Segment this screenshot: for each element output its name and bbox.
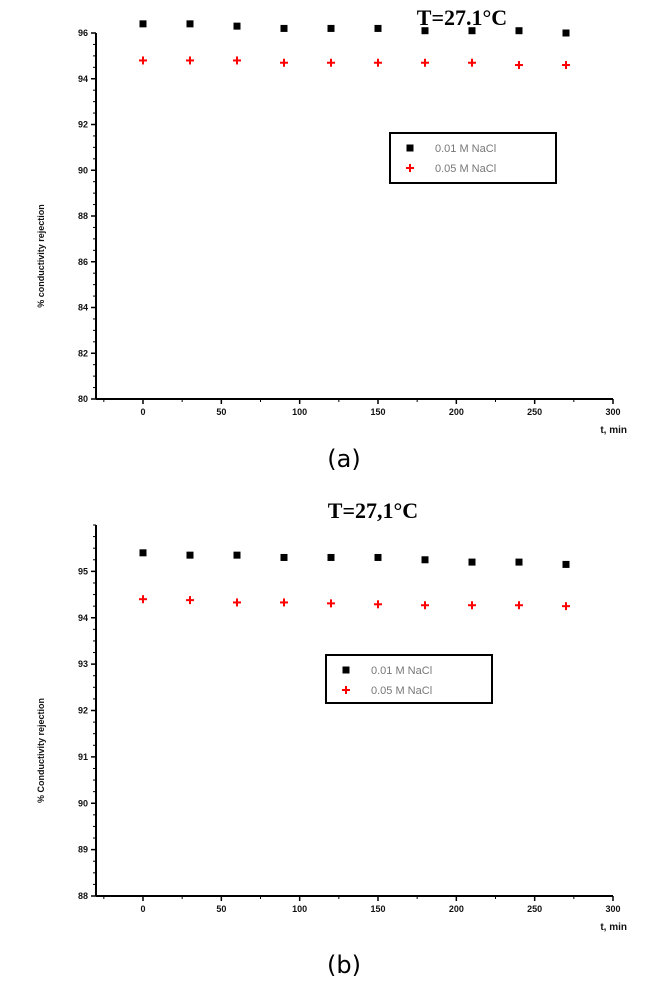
chart-a-caption: (a) [327, 445, 360, 473]
chart-a-y-tick-label: 92 [78, 120, 88, 130]
chart-b-point-series-1 [421, 556, 429, 564]
chart-a-point-series-1 [139, 20, 147, 28]
chart-b-legend-label-1: 0.01 M NaCl [371, 665, 432, 677]
chart-b-point-series-1 [233, 551, 241, 559]
chart-b-point-series-1 [186, 551, 194, 559]
chart-a-point-series-2 [515, 61, 523, 70]
chart-a-y-tick-label: 82 [78, 348, 88, 358]
chart-a-x-tick-label: 200 [449, 407, 464, 417]
chart-b-point-series-1 [327, 553, 335, 561]
chart-a-y-tick-label: 94 [78, 74, 88, 84]
chart-panel-a: T=27.1°C 80 82 84 86 88 90 92 94 96 0 50 100 150 200 25… [36, 5, 627, 473]
chart-b-y-tick-label: 94 [78, 613, 88, 623]
chart-b-point-series-1 [515, 558, 523, 566]
chart-a-point-series-1 [421, 27, 429, 35]
chart-b-point-series-1 [562, 560, 570, 568]
chart-b-x-tick-label: 50 [216, 904, 226, 914]
chart-a-x-tick-label: 100 [292, 407, 307, 417]
chart-panel-b: T=27,1°C 88 89 90 91 92 93 94 95 0 50 100 150 200 250 3… [36, 498, 627, 979]
chart-b-x-tick-label: 0 [140, 904, 145, 914]
chart-b-point-series-2 [468, 601, 476, 610]
chart-a-point-series-2 [562, 61, 570, 70]
chart-a-point-series-1 [327, 24, 335, 32]
chart-b-x-axis-label: t, min [600, 922, 627, 933]
chart-a-point-series-1 [280, 24, 288, 32]
chart-b-point-series-1 [280, 553, 288, 561]
chart-a-point-series-2 [327, 58, 335, 67]
chart-b-x-tick-label: 150 [370, 904, 385, 914]
chart-b-x-tick-label: 100 [292, 904, 307, 914]
chart-a-y-tick-label: 96 [78, 28, 88, 38]
chart-a-point-series-2 [421, 58, 429, 67]
chart-b-legend-box [325, 654, 493, 704]
chart-b-y-tick-label: 95 [78, 566, 88, 576]
chart-b-point-series-2 [139, 595, 147, 604]
chart-a-point-series-2 [233, 56, 241, 65]
chart-a-point-series-1 [515, 27, 523, 35]
chart-b-y-axis-label: % Conductivity rejection [36, 698, 46, 803]
chart-a-x-axis-label: t, min [600, 425, 627, 436]
chart-a-legend-label-1: 0.01 M NaCl [435, 143, 496, 155]
chart-a-y-tick-label: 86 [78, 257, 88, 267]
chart-a-x-tick-label: 50 [216, 407, 226, 417]
chart-b-point-series-2 [562, 602, 570, 611]
chart-a-point-series-1 [374, 24, 382, 32]
chart-a-point-series-2 [374, 58, 382, 67]
chart-a-x-tick-label: 150 [370, 407, 385, 417]
chart-a-legend-box [389, 132, 557, 184]
chart-b-point-series-2 [515, 601, 523, 610]
chart-a-point-series-1 [562, 29, 570, 37]
chart-b-point-series-2 [421, 601, 429, 610]
chart-a-y-tick-label: 80 [78, 394, 88, 404]
chart-a-point-series-1 [233, 22, 241, 30]
chart-a-x-tick-label: 300 [605, 407, 620, 417]
chart-a-point-series-1 [186, 20, 194, 28]
chart-b-y-tick-label: 92 [78, 706, 88, 716]
chart-a-legend-marker-1 [406, 144, 414, 152]
chart-b-y-tick-label: 93 [78, 659, 88, 669]
chart-b-y-tick-label: 91 [78, 752, 88, 762]
chart-a-point-series-1 [468, 27, 476, 35]
chart-b-caption: (b) [327, 951, 361, 979]
chart-a-point-series-2 [139, 56, 147, 65]
chart-b-point-series-1 [374, 553, 382, 561]
chart-a-y-axis-label: % conductivity rejection [36, 204, 46, 308]
chart-a-y-tick-label: 84 [78, 303, 88, 313]
chart-b-title: T=27,1°C [328, 498, 418, 523]
chart-b-point-series-1 [139, 549, 147, 557]
chart-a-point-series-2 [186, 56, 194, 65]
chart-b-point-series-2 [327, 599, 335, 608]
chart-a-point-series-2 [468, 58, 476, 67]
chart-b-point-series-2 [280, 598, 288, 607]
chart-b-x-tick-label: 300 [605, 904, 620, 914]
chart-b-legend-label-2: 0.05 M NaCl [371, 685, 432, 697]
chart-a-y-tick-label: 90 [78, 165, 88, 175]
chart-b-y-tick-label: 89 [78, 845, 88, 855]
chart-a-y-tick-label: 88 [78, 211, 88, 221]
chart-b-legend-marker-2 [342, 686, 350, 694]
chart-b-point-series-2 [374, 600, 382, 609]
chart-b-x-tick-label: 200 [449, 904, 464, 914]
chart-a-point-series-2 [280, 58, 288, 67]
chart-b-y-tick-label: 88 [78, 891, 88, 901]
chart-b-legend-marker-1 [342, 666, 350, 674]
chart-a-legend-label-2: 0.05 M NaCl [435, 163, 496, 175]
chart-b-point-series-2 [186, 596, 194, 605]
chart-a-x-tick-label: 0 [140, 407, 145, 417]
chart-b-point-series-2 [233, 598, 241, 607]
chart-a-x-tick-label: 250 [527, 407, 542, 417]
chart-b-x-tick-label: 250 [527, 904, 542, 914]
chart-a-title: T=27.1°C [417, 5, 507, 30]
chart-b-y-tick-label: 90 [78, 798, 88, 808]
chart-a-legend-marker-2 [406, 164, 414, 172]
chart-b-point-series-1 [468, 558, 476, 566]
